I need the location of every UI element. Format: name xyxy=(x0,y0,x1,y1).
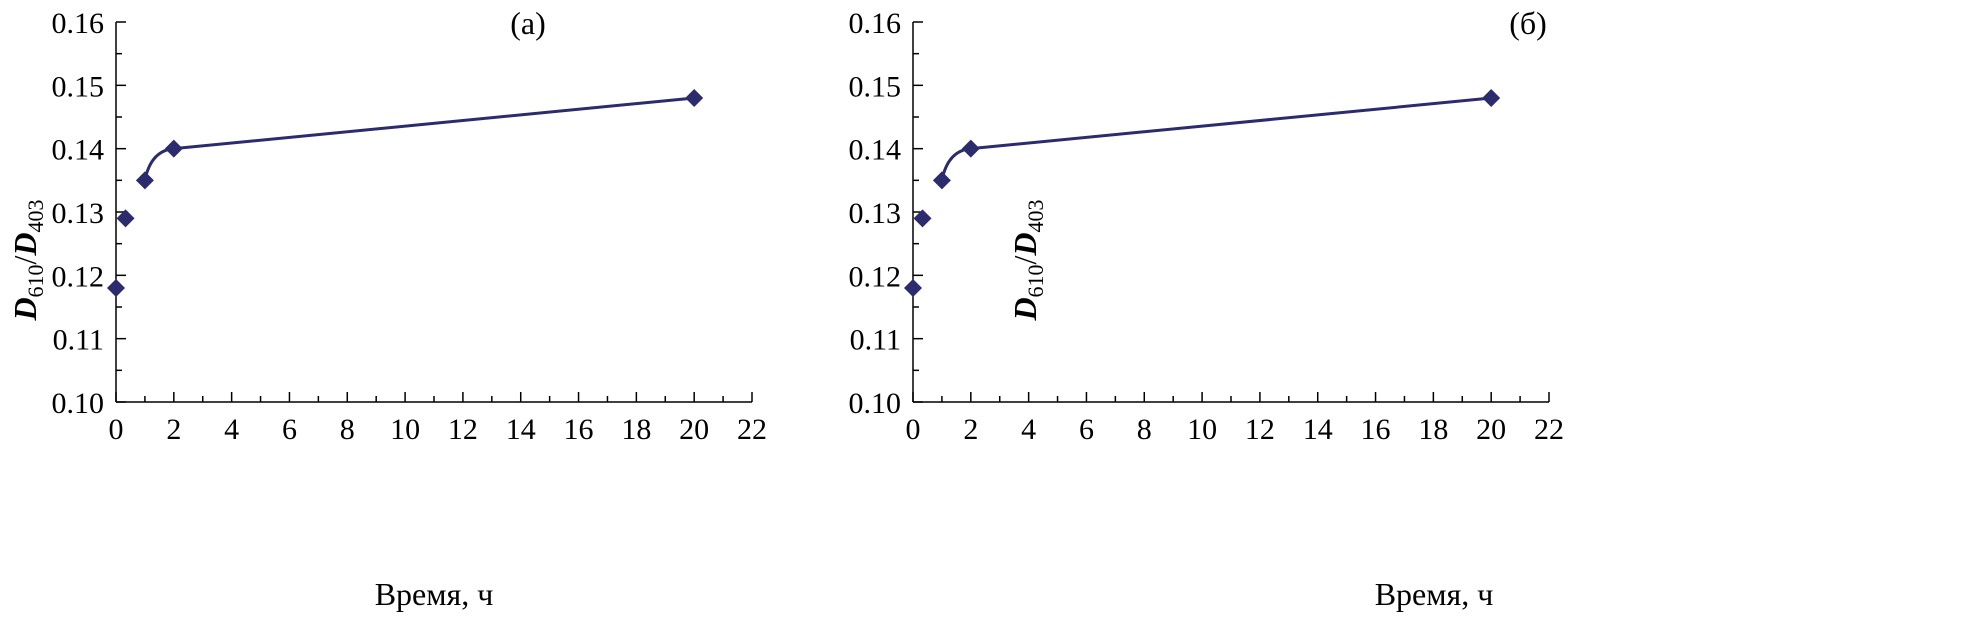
x-tick-label: 18 xyxy=(1418,413,1448,446)
data-point-diamond xyxy=(164,139,183,158)
svg-text:D610/D403: D610/D403 xyxy=(7,199,48,321)
y-tick-label: 0.16 xyxy=(849,7,902,40)
x-tick-label: 10 xyxy=(390,413,420,446)
x-tick-label: 16 xyxy=(1361,413,1391,446)
data-point-diamond xyxy=(107,279,125,297)
data-point-diamond xyxy=(1482,89,1501,107)
x-tick-label: 2 xyxy=(166,413,181,446)
y-label-sub1: 610 xyxy=(23,264,48,297)
data-point-diamond xyxy=(932,171,951,190)
y-label-sub2: 403 xyxy=(1023,199,1048,232)
x-axis-label: Время, ч xyxy=(1375,576,1494,612)
y-tick-label: 0.10 xyxy=(52,387,105,420)
x-axis-label: Время, ч xyxy=(375,576,494,612)
y-label-d2: D xyxy=(7,232,43,256)
x-tick-label: 14 xyxy=(506,413,536,446)
y-label-sub2: 403 xyxy=(23,199,48,232)
x-tick-label: 8 xyxy=(340,413,355,446)
y-tick-label: 0.14 xyxy=(849,134,902,167)
x-tick-label: 4 xyxy=(1021,413,1036,446)
y-tick-label: 0.16 xyxy=(52,7,105,40)
y-label-d1: D xyxy=(7,297,43,321)
x-tick-label: 6 xyxy=(1079,413,1094,446)
x-tick-label: 20 xyxy=(1476,413,1506,446)
chart-title: (а) xyxy=(510,5,546,41)
data-point-diamond xyxy=(685,89,704,107)
series-line xyxy=(940,96,1492,181)
y-tick-label: 0.11 xyxy=(850,324,901,357)
data-point-diamond xyxy=(961,139,980,158)
y-tick-label: 0.11 xyxy=(53,324,104,357)
x-tick-label: 10 xyxy=(1187,413,1217,446)
x-tick-label: 12 xyxy=(1245,413,1275,446)
data-point-diamond xyxy=(904,279,922,297)
series-line xyxy=(143,96,695,181)
chart-panel-b: (б) D610/D403 Время, ч 0.100.110.120.130… xyxy=(849,5,1565,612)
x-tick-label: 14 xyxy=(1303,413,1333,446)
x-tick-label: 22 xyxy=(1534,413,1564,446)
x-tick-label: 0 xyxy=(109,413,124,446)
svg-text:D610/D403: D610/D403 xyxy=(1007,199,1048,321)
x-tick-label: 6 xyxy=(282,413,297,446)
y-axis-label: D610/D403 xyxy=(1007,199,1048,321)
y-tick-label: 0.13 xyxy=(52,197,105,230)
chart-title: (б) xyxy=(1509,5,1547,41)
y-label-sub1: 610 xyxy=(1023,264,1048,297)
y-label-d2: D xyxy=(1007,232,1043,256)
y-label-d1: D xyxy=(1007,297,1043,321)
y-label-slash: / xyxy=(7,255,43,264)
data-point-diamond xyxy=(913,209,932,228)
x-tick-label: 8 xyxy=(1137,413,1152,446)
chart-panel-a: (а) D610/D403 Время, ч 0.100.110.120.130… xyxy=(7,5,767,612)
x-tick-label: 16 xyxy=(564,413,594,446)
y-tick-label: 0.12 xyxy=(52,260,105,293)
y-axis-label: D610/D403 xyxy=(7,199,48,321)
y-tick-label: 0.12 xyxy=(849,260,902,293)
x-tick-label: 18 xyxy=(621,413,651,446)
x-tick-label: 22 xyxy=(737,413,767,446)
data-point-diamond xyxy=(135,171,154,190)
data-point-diamond xyxy=(116,209,135,228)
x-tick-label: 2 xyxy=(963,413,978,446)
y-label-slash: / xyxy=(1007,255,1043,264)
x-tick-label: 20 xyxy=(679,413,709,446)
y-tick-label: 0.10 xyxy=(849,387,902,420)
x-tick-label: 12 xyxy=(448,413,478,446)
y-tick-label: 0.14 xyxy=(52,134,105,167)
y-tick-label: 0.13 xyxy=(849,197,902,230)
y-tick-label: 0.15 xyxy=(849,70,902,103)
x-tick-label: 0 xyxy=(906,413,921,446)
x-tick-label: 4 xyxy=(224,413,239,446)
y-tick-label: 0.15 xyxy=(52,70,105,103)
